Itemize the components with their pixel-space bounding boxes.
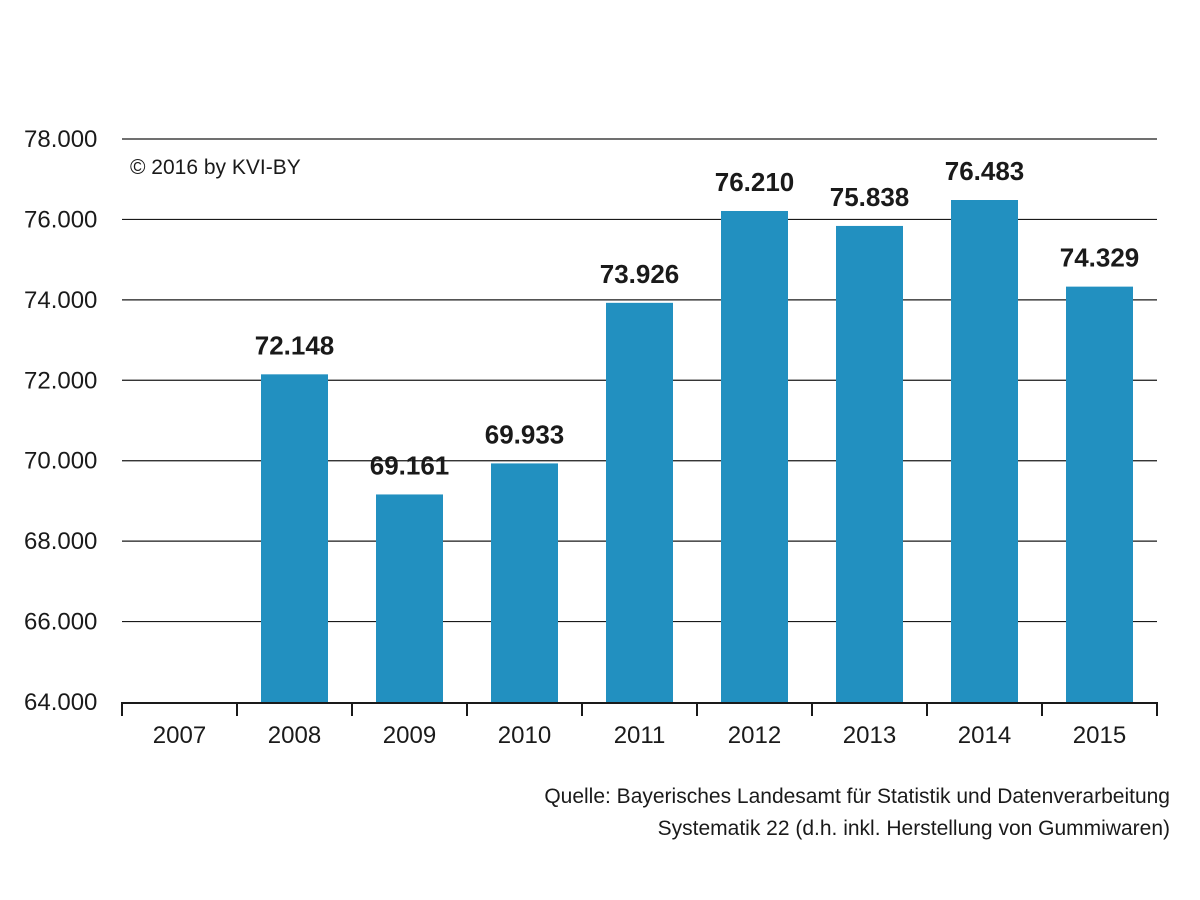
data-label: 76.483 xyxy=(945,156,1025,186)
data-label: 72.148 xyxy=(255,330,335,360)
x-tick-label: 2015 xyxy=(1073,722,1126,749)
bar xyxy=(491,463,558,702)
x-tick-label: 2009 xyxy=(383,722,436,749)
data-labels: 72.148 69.161 69.933 73.926 76.210 75.838 76.4… xyxy=(255,156,1140,480)
y-tick-label: 76.000 xyxy=(24,206,97,233)
bar xyxy=(376,494,443,702)
bars xyxy=(261,200,1133,702)
y-axis-tick-labels: 64.000 66.000 68.000 70.000 72.000 74.000 76.0… xyxy=(24,126,97,716)
source-line-2: Systematik 22 (d.h. inkl. Herstellung vo… xyxy=(658,817,1170,840)
x-tick-label: 2011 xyxy=(614,722,666,749)
x-axis-tick-labels: 2007 2008 2009 2010 2011 2012 2013 2014 2015 xyxy=(153,722,1126,749)
y-tick-label: 78.000 xyxy=(24,126,97,153)
source-line-1: Quelle: Bayerisches Landesamt für Statis… xyxy=(544,785,1170,808)
data-label: 75.838 xyxy=(830,182,910,212)
y-tick-label: 64.000 xyxy=(24,689,97,716)
bar xyxy=(1066,286,1133,702)
y-tick-label: 66.000 xyxy=(24,609,97,636)
data-label: 69.161 xyxy=(370,450,450,480)
x-tick-label: 2014 xyxy=(958,722,1011,749)
x-tick-label: 2010 xyxy=(498,722,551,749)
copyright-note: © 2016 by KVI-BY xyxy=(130,156,301,179)
y-tick-label: 72.000 xyxy=(24,367,97,394)
x-tick-label: 2013 xyxy=(843,722,896,749)
bar xyxy=(721,210,788,702)
bar xyxy=(606,302,673,702)
data-label: 69.933 xyxy=(485,419,565,449)
x-tick-label: 2007 xyxy=(153,722,206,749)
x-tick-label: 2012 xyxy=(728,722,781,749)
data-label: 74.329 xyxy=(1060,243,1140,273)
y-tick-label: 70.000 xyxy=(24,448,97,475)
bar xyxy=(836,225,903,702)
y-tick-label: 68.000 xyxy=(24,528,97,555)
bar xyxy=(951,200,1018,702)
data-label: 73.926 xyxy=(600,259,680,289)
bar xyxy=(261,374,328,702)
data-label: 76.210 xyxy=(715,167,795,197)
y-tick-label: 74.000 xyxy=(24,287,97,314)
x-axis xyxy=(121,702,1158,716)
x-tick-label: 2008 xyxy=(268,722,321,749)
